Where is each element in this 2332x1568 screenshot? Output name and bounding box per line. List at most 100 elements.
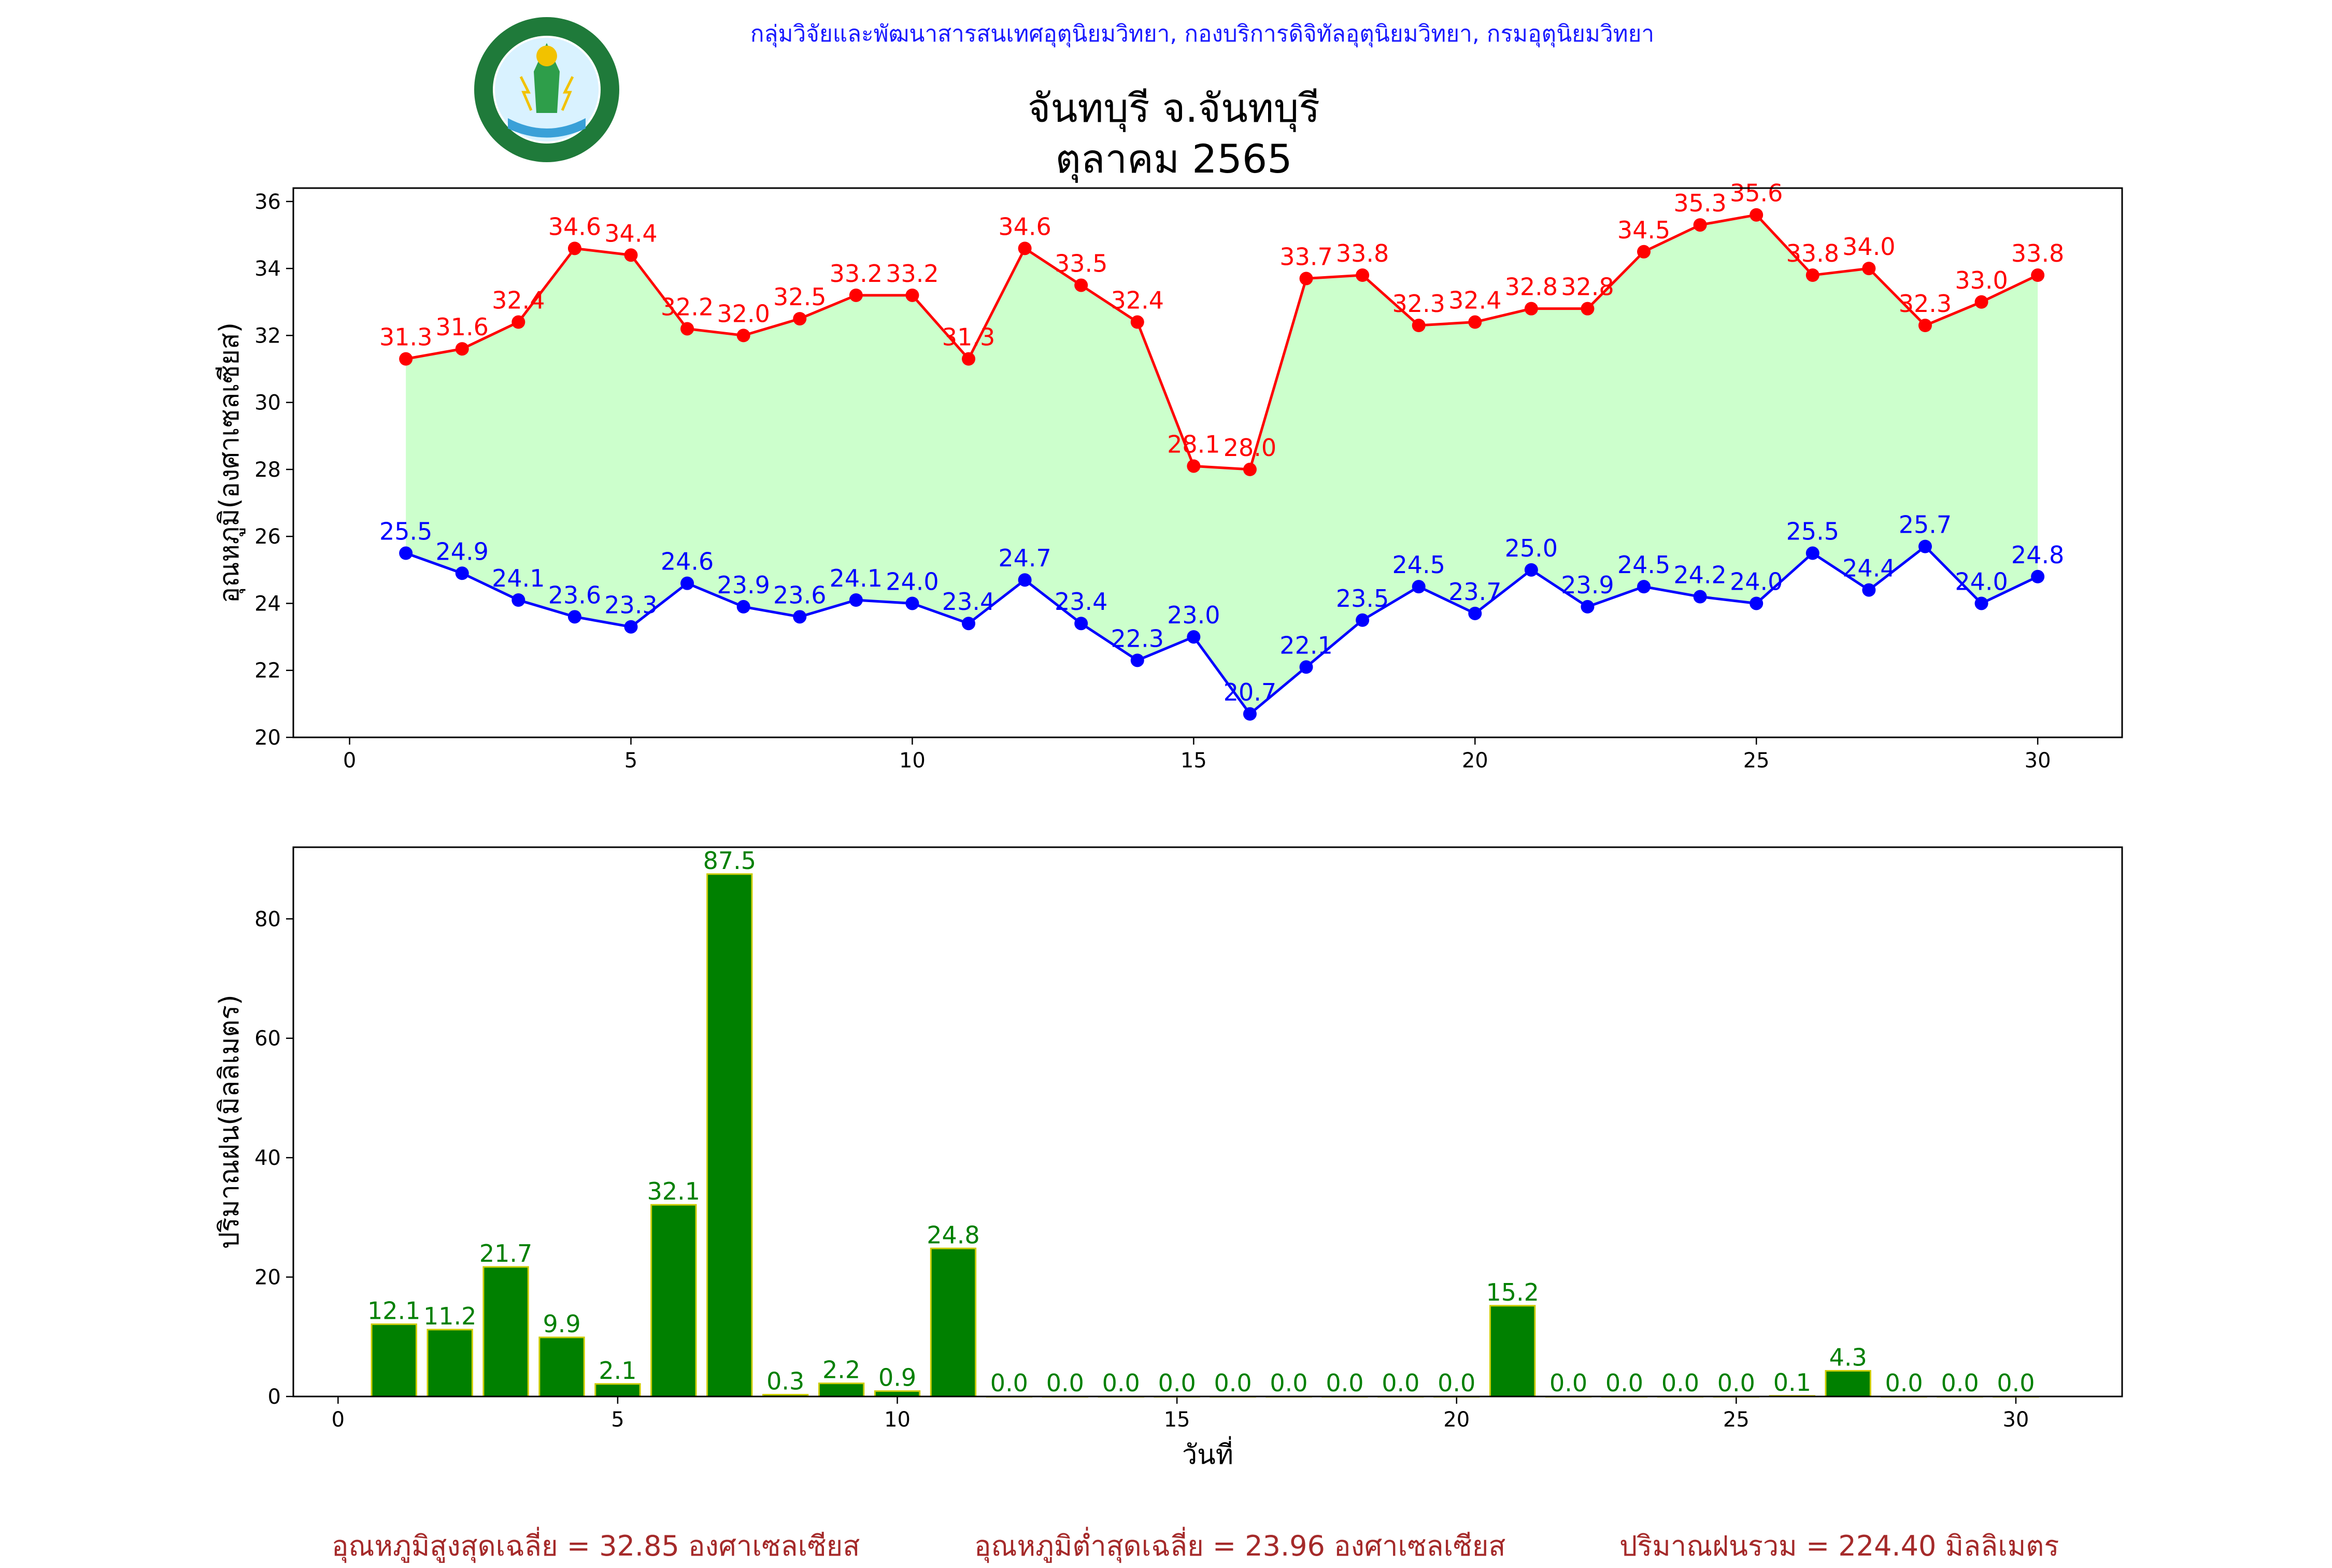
- max-temp-data-label: 33.2: [886, 260, 939, 288]
- max-temp-point: [1243, 462, 1257, 476]
- min-temp-data-label: 24.6: [661, 548, 714, 576]
- min-temp-data-label: 25.7: [1899, 511, 1952, 539]
- min-temp-point: [680, 576, 694, 590]
- rain-data-label: 0.0: [1885, 1369, 1923, 1397]
- max-temp-data-label: 32.8: [1561, 273, 1614, 301]
- summary-footer: อุณหภูมิสูงสุดเฉลี่ย = 32.85 องศาเซลเซีย…: [0, 1523, 2332, 1562]
- max-temp-data-label: 35.6: [1730, 179, 1783, 207]
- min-temp-data-label: 24.2: [1673, 561, 1726, 589]
- min-temp-point: [793, 610, 807, 624]
- min-temp-data-label: 24.1: [492, 564, 545, 592]
- max-temp-data-label: 32.5: [773, 283, 826, 311]
- max-temp-data-label: 32.2: [661, 293, 714, 321]
- max-temp-data-label: 31.6: [436, 313, 489, 341]
- max-temp-point: [1187, 459, 1201, 473]
- temp-y-tick-label: 26: [254, 525, 281, 549]
- rain-data-label: 0.0: [1605, 1369, 1643, 1397]
- rain-data-label: 0.0: [1326, 1369, 1363, 1397]
- rain-x-tick-label: 30: [2002, 1408, 2029, 1432]
- min-temp-point: [1299, 660, 1313, 674]
- max-temp-point: [1468, 315, 1482, 329]
- max-temp-point: [1637, 245, 1651, 259]
- rain-data-label: 0.0: [1270, 1369, 1307, 1397]
- min-temp-point: [1018, 573, 1032, 587]
- max-temp-point: [1862, 262, 1876, 276]
- min-temp-data-label: 24.5: [1617, 551, 1670, 579]
- max-temp-point: [1074, 278, 1088, 292]
- max-temp-line: [405, 213, 2039, 471]
- avg-max-temp-text: อุณหภูมิสูงสุดเฉลี่ย = 32.85 องศาเซลเซีย…: [332, 1530, 860, 1562]
- min-temp-data-label: 24.5: [1392, 551, 1445, 579]
- rain-x-tick-label: 0: [332, 1408, 345, 1432]
- rain-y-tick-label: 20: [254, 1266, 281, 1290]
- max-temp-point: [736, 329, 750, 343]
- avg-min-temp-text: อุณหภูมิต่ำสุดเฉลี่ย = 23.96 องศาเซลเซีย…: [974, 1530, 1506, 1562]
- min-temp-point: [511, 593, 525, 607]
- min-temp-point: [1862, 583, 1876, 597]
- max-temp-point: [849, 288, 863, 302]
- rain-bar: [594, 1383, 641, 1398]
- rain-data-label: 0.0: [1661, 1369, 1699, 1397]
- min-temp-data-label: 24.1: [830, 564, 883, 592]
- max-temp-data-label: 32.3: [1899, 290, 1952, 318]
- rain-bar: [538, 1336, 585, 1398]
- rain-bar: [930, 1247, 977, 1398]
- max-temp-data-label: 32.4: [1448, 287, 1501, 315]
- max-temp-data-label: 31.3: [942, 323, 995, 351]
- min-temp-data-label: 24.9: [436, 537, 489, 565]
- max-temp-data-label: 33.5: [1055, 249, 1107, 277]
- min-temp-point: [1074, 617, 1088, 631]
- temp-x-tick-label: 10: [899, 749, 926, 773]
- min-temp-point: [1187, 630, 1201, 644]
- max-temp-data-label: 32.4: [492, 287, 545, 315]
- max-temp-point: [455, 342, 469, 356]
- temp-y-tick-label: 22: [254, 659, 281, 683]
- rain-data-label: 0.0: [1158, 1369, 1196, 1397]
- min-temp-data-label: 20.7: [1224, 678, 1276, 706]
- min-temp-data-label: 23.5: [1336, 585, 1389, 612]
- min-temp-data-label: 22.1: [1279, 631, 1332, 659]
- temp-x-tick-label: 15: [1181, 749, 1207, 773]
- temp-y-tick-label: 28: [254, 458, 281, 482]
- total-rain-text: ปริมาณฝนรวม = 224.40 มิลลิเมตร: [1619, 1530, 2059, 1562]
- max-temp-point: [1693, 218, 1707, 232]
- min-temp-point: [905, 596, 919, 610]
- max-temp-data-label: 33.8: [2011, 239, 2064, 267]
- min-temp-point: [1356, 613, 1370, 627]
- rain-data-label: 32.1: [647, 1177, 700, 1205]
- max-temp-point: [680, 322, 694, 336]
- max-temp-data-label: 33.2: [830, 260, 883, 288]
- logo-crown: [536, 46, 557, 66]
- min-temp-data-label: 24.0: [1955, 567, 2008, 595]
- logo-lightning-right: [561, 76, 574, 111]
- min-temp-point: [736, 600, 750, 614]
- max-temp-data-label: 34.6: [998, 212, 1051, 240]
- rain-data-label: 21.7: [479, 1239, 532, 1267]
- rain-data-label: 2.1: [599, 1357, 636, 1385]
- rain-data-label: 0.1: [1773, 1369, 1811, 1396]
- max-temp-data-label: 33.8: [1336, 239, 1389, 267]
- rainfall-chart: 0 5 10 15 20 25 30 0 20 40 60 80 12.1 11.2 21.7 9.9 2.1 3…: [214, 846, 2123, 1471]
- rain-y-tick-label: 0: [268, 1385, 281, 1409]
- min-temp-data-label: 24.7: [998, 544, 1051, 572]
- rain-x-axis-label: วันที่: [1182, 1436, 1233, 1471]
- min-temp-data-label: 23.7: [1448, 578, 1501, 606]
- max-temp-data-label: 32.3: [1392, 290, 1445, 318]
- rain-data-label: 9.9: [543, 1310, 580, 1338]
- min-temp-point: [962, 617, 976, 631]
- rain-data-label: 11.2: [423, 1302, 476, 1330]
- max-temp-point: [1130, 315, 1144, 329]
- rain-y-axis-label: ปริมาณฝน(มิลลิเมตร): [214, 994, 245, 1249]
- rain-bar: [650, 1204, 697, 1398]
- temp-y-tick-label: 20: [254, 726, 281, 750]
- max-temp-point: [1750, 208, 1764, 222]
- max-temp-data-label: 33.8: [1786, 239, 1839, 267]
- rain-x-tick-label: 5: [611, 1408, 624, 1432]
- rain-data-label: 0.0: [1549, 1369, 1587, 1397]
- rain-data-label: 0.0: [1997, 1369, 2035, 1397]
- rain-data-label: 15.2: [1486, 1278, 1539, 1306]
- rain-data-label: 87.5: [703, 847, 756, 875]
- min-temp-point: [1974, 596, 1988, 610]
- max-temp-point: [1918, 319, 1932, 332]
